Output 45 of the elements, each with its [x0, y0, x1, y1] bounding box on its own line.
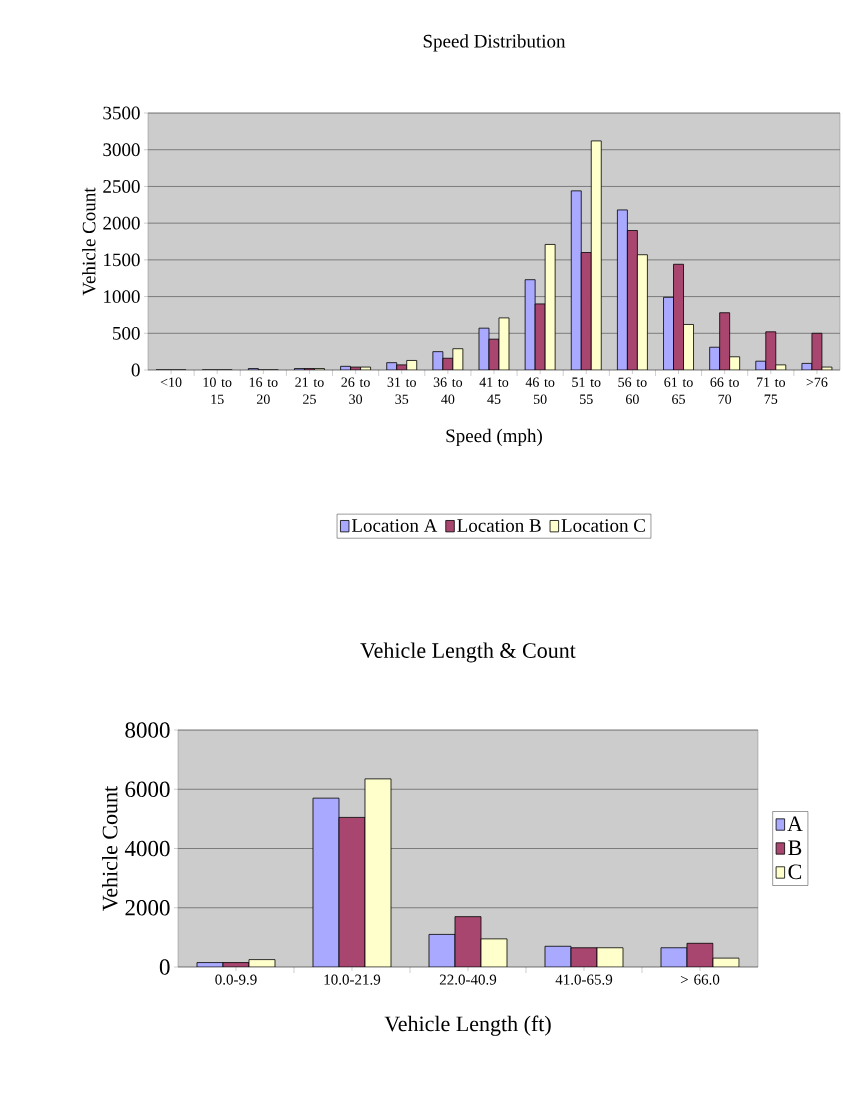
legend-label: Location B: [457, 519, 541, 532]
y-tick-label: 4000: [124, 840, 170, 857]
y-tick-label: 1500: [104, 253, 140, 267]
x-tick-label: 16 to 20: [249, 377, 278, 404]
y-tick-label: 0: [131, 363, 140, 377]
y-tick-label: 3500: [103, 106, 140, 120]
x-tick-label: > 66.0: [680, 974, 720, 985]
y-tick-label: 1000: [104, 290, 140, 303]
y-tick-label: 2500: [103, 180, 140, 193]
x-tick-label: 10 to 15: [203, 377, 232, 404]
x-tick-label: 56 to 60: [618, 377, 647, 404]
legend-label: B: [788, 840, 802, 855]
x-tick-label: 66 to 70: [710, 377, 739, 404]
x-tick-label: 46 to 50: [525, 377, 555, 404]
x-tick-label: 10.0-21.9: [324, 974, 381, 985]
legend-label: C: [788, 864, 802, 880]
x-tick-label: 36 to 40: [433, 377, 463, 404]
y-tick-label: 500: [113, 326, 140, 340]
x-axis-title: Vehicle Length (ft): [384, 1015, 551, 1036]
x-tick-label: 51 to 55: [572, 377, 601, 404]
y-tick-label: 0: [159, 959, 170, 975]
x-tick-label: 31 to 35: [387, 377, 416, 404]
y-axis-title: Vehicle Count: [82, 187, 96, 296]
y-axis-title: Vehicle Count: [102, 785, 118, 911]
legend-label: Location A: [351, 519, 438, 532]
x-axis-title: Speed (mph): [446, 428, 542, 447]
y-tick-label: 2000: [103, 216, 140, 230]
x-tick-label: 41.0-65.9: [555, 974, 613, 985]
x-tick-label: 71 to 75: [756, 377, 786, 404]
x-tick-label: 0.0-9.9: [215, 974, 257, 985]
chart-title: Speed Distribution: [423, 34, 566, 52]
y-tick-label: 2000: [125, 899, 170, 916]
legend-label: A: [787, 816, 803, 832]
x-tick-label: 41 to 45: [479, 377, 509, 404]
x-tick-label: >76: [806, 377, 828, 387]
legend-label: Location C: [561, 519, 645, 532]
y-tick-label: 6000: [125, 781, 170, 798]
x-tick-label: 21 to 25: [295, 377, 324, 404]
chart-title: Vehicle Length & Count: [360, 642, 576, 663]
y-tick-label: 3000: [103, 143, 140, 157]
x-tick-label: 22.0-40.9: [439, 974, 497, 985]
x-tick-label: <10: [160, 377, 182, 387]
x-tick-label: 26 to 30: [341, 377, 370, 404]
x-tick-label: 61 to 65: [664, 377, 693, 404]
y-tick-label: 8000: [125, 722, 170, 738]
